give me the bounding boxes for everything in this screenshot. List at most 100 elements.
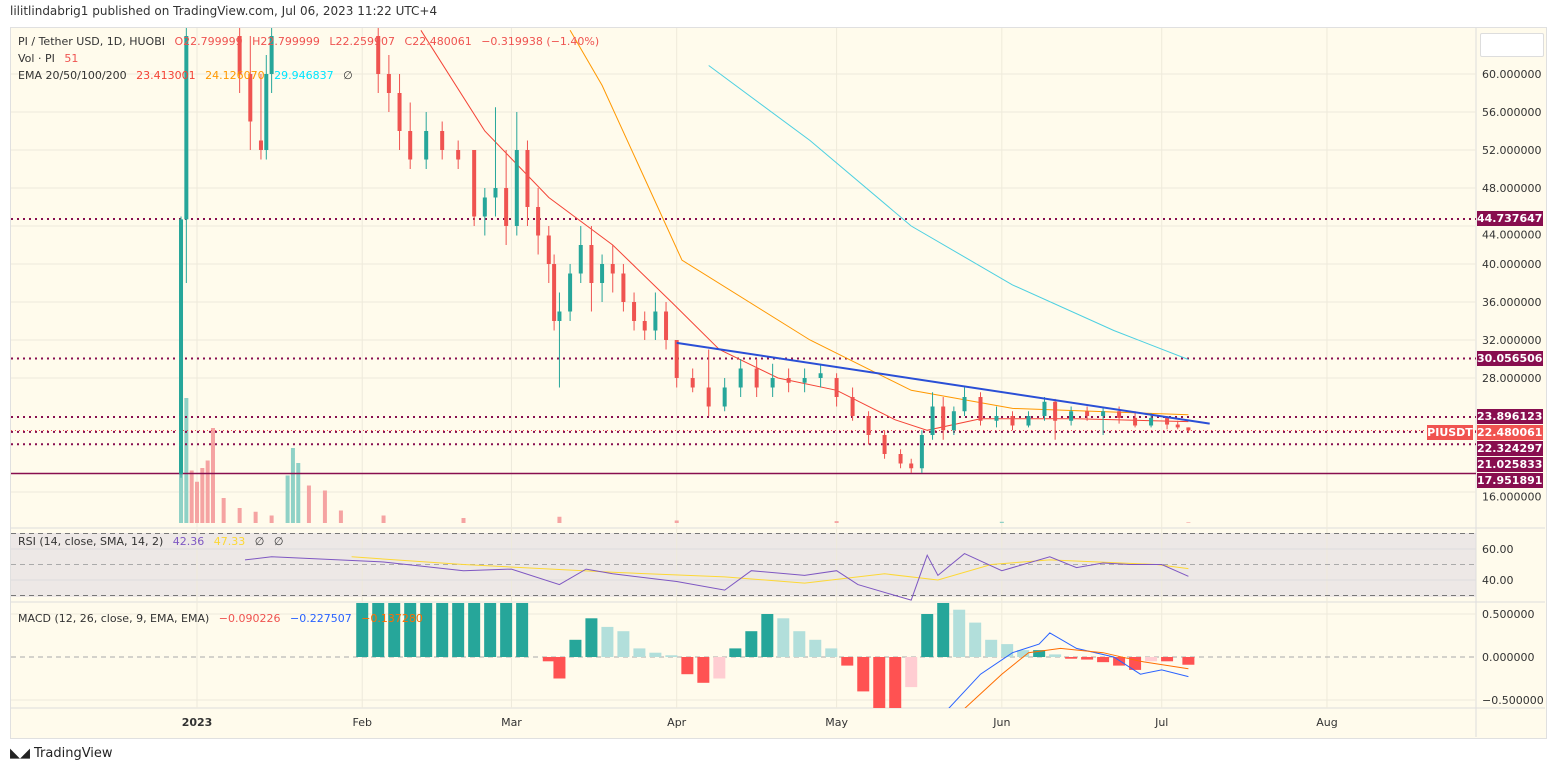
macd-histogram-bar: [1049, 654, 1062, 657]
macd-histogram-bar: [404, 603, 417, 657]
price-tick-label: 36.000000: [1482, 296, 1542, 309]
ema50-line: [569, 30, 1189, 416]
candle-body: [1010, 416, 1015, 426]
level-price-label: 17.951891: [1477, 473, 1543, 489]
volume-bar: [834, 521, 839, 523]
volume-bar: [322, 490, 327, 523]
candle-body: [546, 235, 551, 264]
candle-body: [664, 311, 669, 340]
candle-body: [930, 406, 935, 435]
macd-histogram-bar: [516, 603, 529, 657]
candle-body: [440, 131, 445, 150]
volume-bar: [285, 475, 290, 523]
candle-body: [600, 264, 605, 283]
macd-tick-label: 0.000000: [1482, 651, 1535, 664]
candle-body: [1042, 401, 1047, 416]
macd-tick-label: −0.500000: [1482, 694, 1544, 707]
volume-value: 51: [64, 52, 79, 65]
ema-label[interactable]: EMA 20/50/100/200: [18, 69, 127, 82]
candle-body: [1101, 411, 1106, 416]
macd-histogram-bar: [777, 618, 790, 657]
published-caption: lilitlindabrig1 published on TradingView…: [10, 4, 438, 18]
macd-histogram-bar: [857, 657, 870, 692]
macd-histogram-bar: [1001, 644, 1014, 657]
candle-body: [850, 397, 855, 416]
time-tick-label: Jun: [992, 716, 1010, 729]
candle-body: [834, 378, 839, 397]
rsi-na-1: ∅: [254, 535, 265, 548]
candle-body: [1165, 417, 1170, 425]
rsi-legend: RSI (14, close, SMA, 14, 2) 42.36 47.33 …: [18, 535, 289, 548]
candle-body: [632, 302, 637, 321]
ema100-value: 29.946837: [274, 69, 334, 82]
macd-histogram-bar: [1033, 650, 1046, 657]
candle-body: [589, 245, 594, 283]
rsi-value: 42.36: [172, 535, 205, 548]
macd-line: [948, 632, 1189, 708]
volume-label[interactable]: Vol · PI: [18, 52, 55, 65]
candle-body: [264, 74, 269, 150]
level-price-label: 22.324297: [1477, 441, 1543, 457]
macd-histogram-bar: [500, 603, 513, 657]
price-tick-label: 32.000000: [1482, 334, 1542, 347]
macd-histogram-bar: [825, 648, 838, 657]
candle-body: [1085, 411, 1090, 416]
macd-histogram-bar: [585, 618, 598, 657]
volume-bar: [674, 520, 679, 523]
volume-bar: [189, 470, 194, 523]
change-value: −0.319938 (−1.40%): [481, 35, 600, 48]
macd-histogram-bar: [553, 657, 566, 679]
time-tick-label: Aug: [1316, 716, 1337, 729]
rsi-tick-label: 60.00: [1482, 543, 1514, 556]
macd-histogram-bar: [468, 603, 481, 657]
candle-body: [376, 36, 381, 74]
symbol-price-tag: PIUSDT: [1427, 425, 1473, 441]
volume-bar: [999, 521, 1004, 523]
level-price-label: 21.025833: [1477, 457, 1543, 473]
high-value: H22.799999: [252, 35, 320, 48]
time-tick-label: Jul: [1154, 716, 1168, 729]
price-scale-box[interactable]: [1480, 33, 1544, 57]
time-tick-label: Feb: [352, 716, 371, 729]
price-tick-label: 28.000000: [1482, 372, 1542, 385]
candle-body: [770, 378, 775, 388]
candle-body: [258, 140, 263, 150]
macd-histogram-bar: [809, 639, 822, 657]
price-tick-label: 52.000000: [1482, 144, 1542, 157]
time-tick-label: Mar: [501, 716, 522, 729]
candle-body: [621, 273, 626, 302]
macd-legend: MACD (12, 26, close, 9, EMA, EMA) −0.090…: [18, 612, 429, 625]
macd-label[interactable]: MACD (12, 26, close, 9, EMA, EMA): [18, 612, 210, 625]
candle-body: [493, 188, 498, 198]
volume-bar: [269, 515, 274, 523]
close-value: C22.480061: [404, 35, 472, 48]
macd-histogram-bar: [1129, 657, 1142, 670]
candle-body: [1175, 424, 1180, 428]
macd-histogram-bar: [356, 603, 369, 657]
macd-histogram-bar: [921, 614, 934, 657]
macd-histogram-bar: [436, 603, 449, 657]
volume-legend: Vol · PI 51: [18, 52, 84, 65]
candle-body: [754, 368, 759, 388]
macd-signal-line: [964, 647, 1189, 708]
candle-body: [184, 36, 189, 220]
candle-body: [237, 36, 242, 74]
rsi-tick-label: 40.00: [1482, 574, 1514, 587]
candle-body: [568, 273, 573, 312]
candle-body: [690, 378, 695, 388]
candle-body: [610, 264, 615, 274]
macd-pane: [356, 603, 1195, 708]
footer-brand[interactable]: ◣◢ TradingView: [10, 746, 113, 761]
candle-body: [552, 264, 557, 321]
candle-body: [642, 321, 647, 331]
symbol-name[interactable]: PI / Tether USD, 1D, HUOBI: [18, 35, 165, 48]
volume-bar: [195, 481, 199, 523]
macd-histogram-bar: [697, 657, 710, 683]
macd-histogram-bar: [761, 614, 774, 657]
macd-histogram-bar: [1065, 657, 1078, 659]
price-tick-label: 48.000000: [1482, 182, 1542, 195]
macd-histogram-bar: [601, 626, 614, 657]
time-tick-label: 2023: [182, 716, 213, 729]
rsi-label[interactable]: RSI (14, close, SMA, 14, 2): [18, 535, 164, 548]
